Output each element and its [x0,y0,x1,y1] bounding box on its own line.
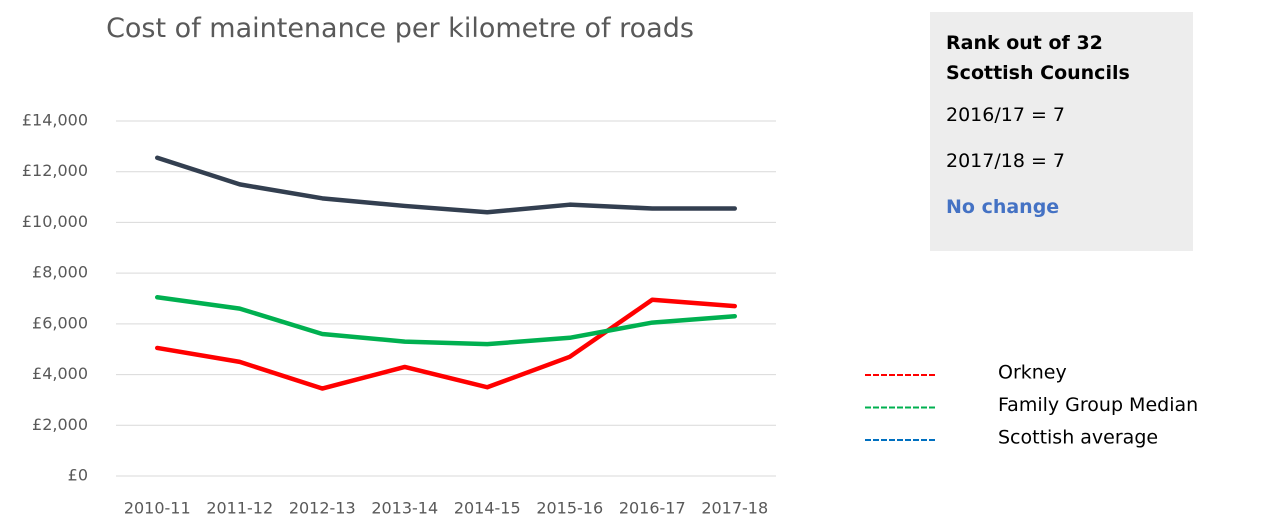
x-tick-label: 2011-12 [206,499,273,518]
rank-change: No change [946,196,1060,218]
rank-line: 2017/18 = 7 [946,150,1066,172]
y-tick-label: £6,000 [32,313,88,332]
chart-title: Cost of maintenance per kilometre of roa… [106,13,694,44]
x-tick-label: 2013-14 [371,499,438,518]
x-tick-label: 2014-15 [454,499,521,518]
x-tick-label: 2017-18 [701,499,768,518]
legend-label: Orkney [998,362,1067,384]
rank-line: 2016/17 = 7 [946,104,1066,126]
rank-heading: Rank out of 32 Scottish Councils [946,32,1130,84]
legend-label: Family Group Median [998,394,1198,416]
y-tick-label: £10,000 [22,212,88,231]
y-tick-label: £4,000 [32,364,88,383]
y-tick-label: £0 [68,466,88,485]
series-line [155,294,737,347]
legend-label: Scottish average [998,427,1158,449]
x-tick-label: 2015-16 [536,499,603,518]
rank-box: Rank out of 32 Scottish Councils 2016/17… [930,12,1193,251]
series-line [155,155,737,215]
y-tick-label: £8,000 [32,263,88,282]
x-tick-label: 2016-17 [619,499,686,518]
y-tick-label: £14,000 [22,111,88,130]
x-tick-label: 2012-13 [289,499,356,518]
y-tick-label: £12,000 [22,161,88,180]
y-tick-label: £2,000 [32,415,88,434]
series-line [155,297,737,391]
x-tick-label: 2010-11 [124,499,191,518]
